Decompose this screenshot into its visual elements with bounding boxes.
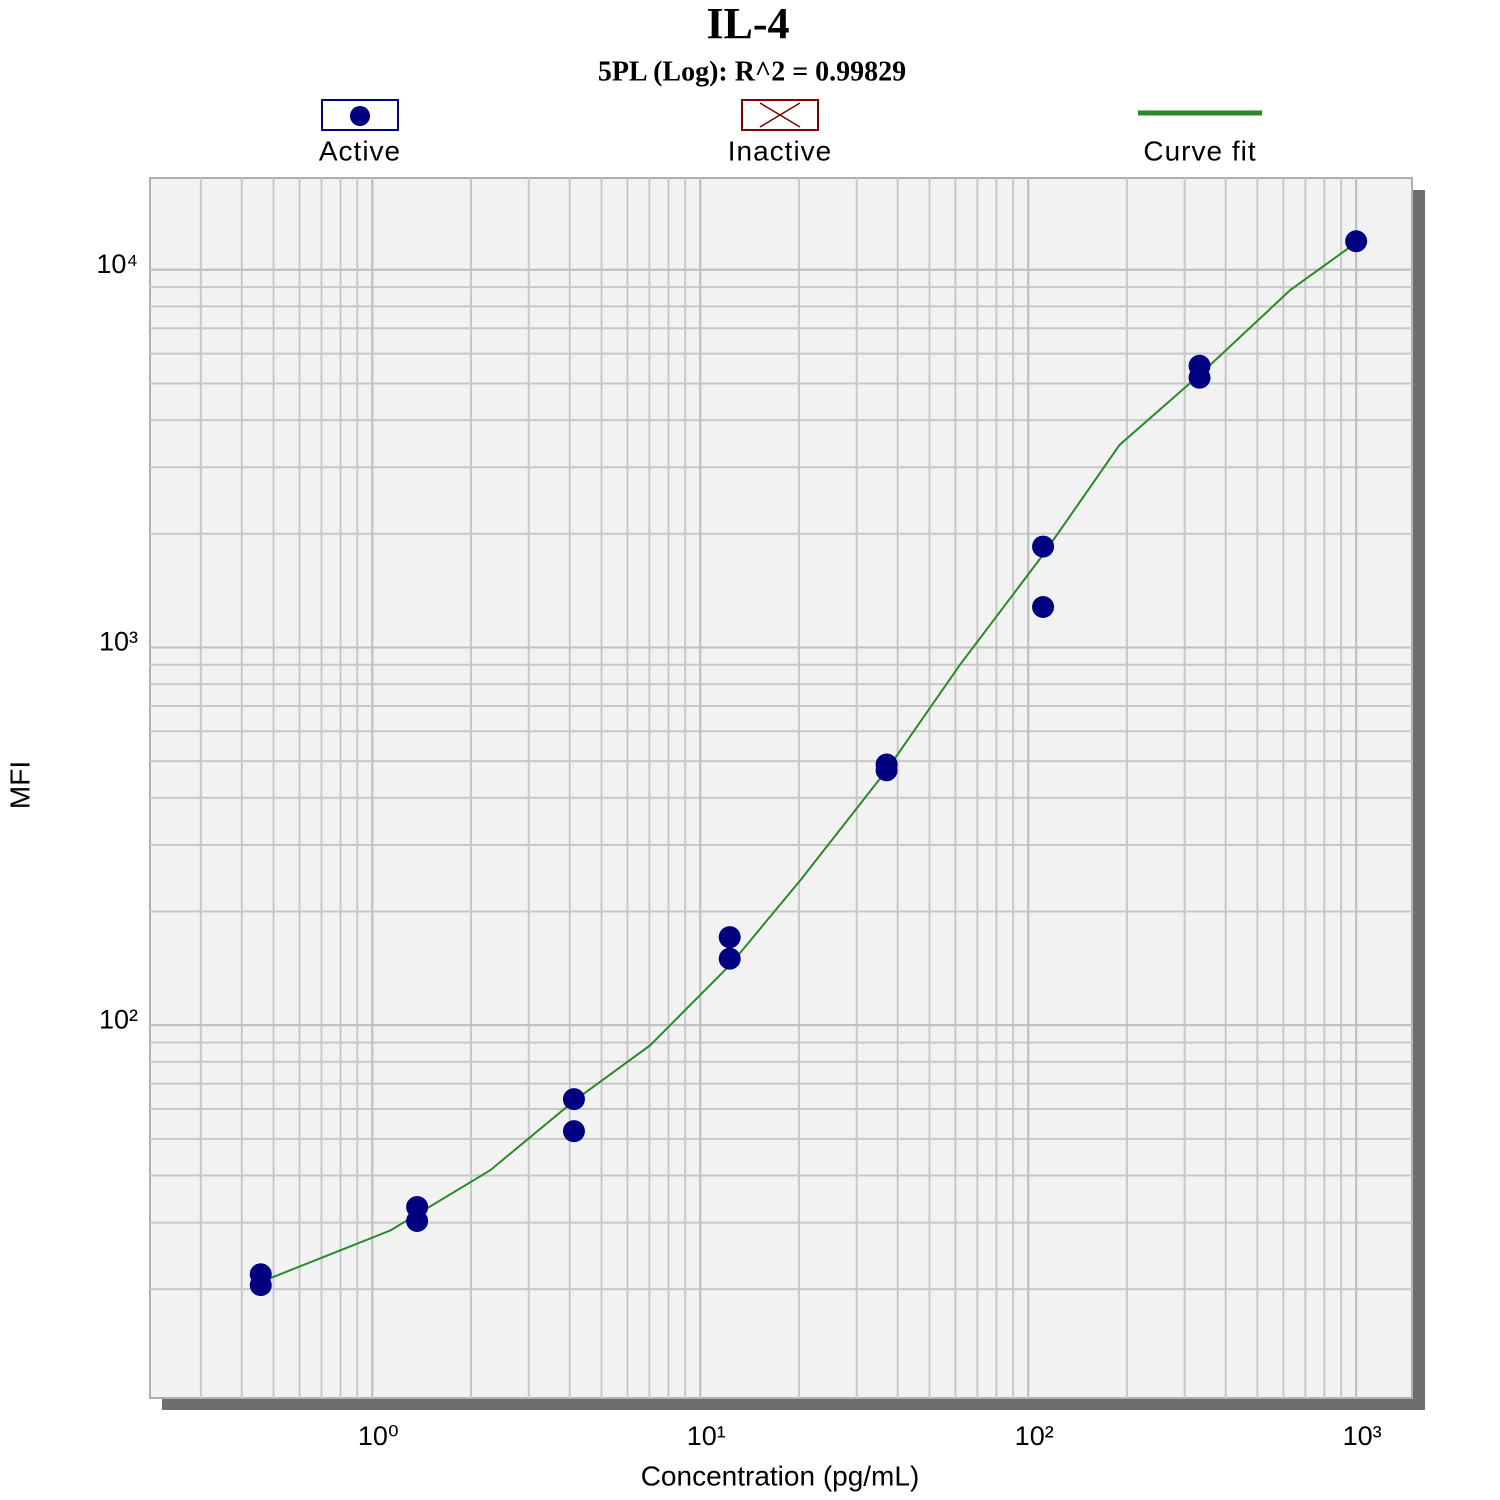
data-point [875, 759, 898, 782]
y-axis-label: MFI [4, 761, 35, 809]
legend-marker [759, 102, 801, 128]
legend-label: Active [319, 135, 401, 166]
legend-swatch [741, 99, 819, 131]
x-tick-label: 10⁰ [358, 1421, 399, 1451]
x-tick-label: 10³ [1343, 1421, 1382, 1451]
data-point [1032, 595, 1055, 618]
legend-marker [350, 106, 370, 126]
data-point [718, 926, 741, 949]
legend-label: Inactive [728, 135, 833, 166]
chart-subtitle: 5PL (Log): R^2 = 0.99829 [598, 56, 906, 87]
grid [150, 178, 1412, 1398]
data-point [1032, 535, 1055, 558]
data-point [562, 1120, 585, 1143]
data-point [1345, 230, 1368, 253]
data-point [562, 1088, 585, 1111]
y-tick-label: 10⁴ [96, 249, 138, 279]
data-point [249, 1274, 272, 1297]
y-tick-label: 10² [99, 1004, 138, 1034]
data-point [406, 1210, 429, 1233]
x-axis-label: Concentration (pg/mL) [641, 1460, 920, 1491]
chart-title: IL-4 [706, 0, 789, 48]
x-tick-label: 10¹ [687, 1421, 726, 1451]
y-tick-label: 10³ [99, 627, 138, 657]
x-tick-label: 10² [1015, 1421, 1054, 1451]
data-point [718, 947, 741, 970]
curve [260, 241, 1357, 1283]
legend-label: Curve fit [1143, 135, 1256, 166]
plot-area [149, 177, 1413, 1399]
data-point [1188, 366, 1211, 389]
